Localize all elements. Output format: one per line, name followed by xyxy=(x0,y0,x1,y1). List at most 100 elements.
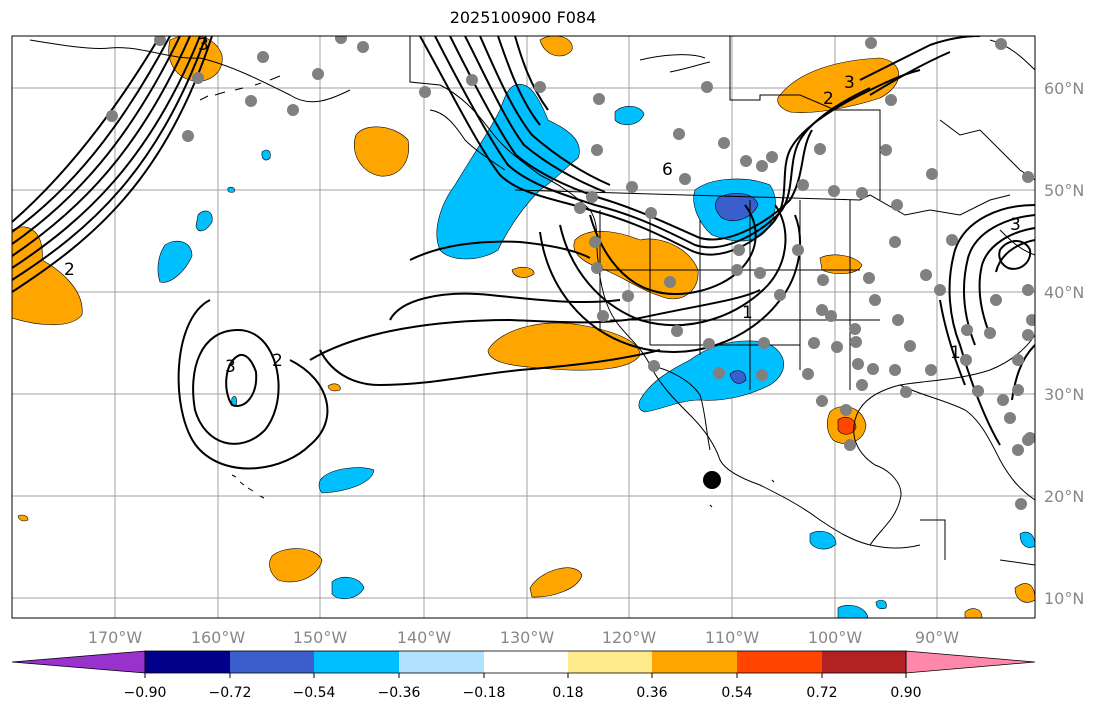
station-dot xyxy=(984,327,996,339)
positive-anomaly xyxy=(12,226,83,326)
station-dot xyxy=(946,234,958,246)
station-dot xyxy=(713,367,725,379)
station-markers xyxy=(106,36,1035,510)
colorbar-segment xyxy=(568,651,652,673)
positive-anomaly xyxy=(539,36,573,57)
colorbar-tick-label: −0.36 xyxy=(378,685,421,701)
latitude-label: 60°N xyxy=(1044,79,1084,98)
station-dot xyxy=(1022,284,1034,296)
station-dot xyxy=(645,207,657,219)
contour-labels: 3 2 3 2 2 1 6 3 1 3 xyxy=(64,35,1021,377)
latitude-label: 50°N xyxy=(1044,181,1084,200)
negative-anomaly xyxy=(157,240,193,283)
colorbar-segment xyxy=(230,651,314,673)
station-dot xyxy=(850,336,862,348)
station-dot xyxy=(891,199,903,211)
station-dot xyxy=(814,143,826,155)
positive-anomaly xyxy=(529,567,583,598)
station-dot xyxy=(1012,444,1024,456)
station-dot xyxy=(154,36,166,46)
station-dot xyxy=(869,294,881,306)
colorbar-tick-label: −0.54 xyxy=(293,685,336,701)
station-dot xyxy=(287,104,299,116)
station-dot xyxy=(816,395,828,407)
longitude-label: 160°W xyxy=(191,628,246,647)
station-dot xyxy=(880,144,892,156)
station-dot xyxy=(703,338,715,350)
negative-anomaly xyxy=(195,210,213,232)
station-dot xyxy=(849,323,861,335)
colorbar-segment xyxy=(399,651,484,673)
colorbar-tick-label: 0.36 xyxy=(636,685,667,701)
station-dot xyxy=(1022,329,1034,341)
negative-anomaly xyxy=(638,340,785,413)
station-dot xyxy=(1022,434,1034,446)
negative-anomaly xyxy=(227,186,235,193)
station-dot xyxy=(597,310,609,322)
positive-anomaly xyxy=(1014,583,1035,603)
positive-anomaly xyxy=(964,608,983,618)
latitude-label: 30°N xyxy=(1044,385,1084,404)
station-dot xyxy=(961,324,973,336)
station-dot xyxy=(1015,498,1027,510)
station-dot xyxy=(1022,171,1034,183)
strong-negative-anomaly xyxy=(715,192,759,222)
colorbar-segment xyxy=(484,651,568,673)
contour-label: 3 xyxy=(844,73,855,93)
positive-anomaly xyxy=(777,57,899,113)
station-dot xyxy=(840,404,852,416)
negative-anomaly xyxy=(331,576,365,600)
contour-label: 3 xyxy=(225,357,236,377)
station-dot xyxy=(867,363,879,375)
positive-anomaly xyxy=(354,126,410,177)
station-dot xyxy=(622,290,634,302)
station-dot xyxy=(844,439,856,451)
station-dot xyxy=(934,284,946,296)
station-dot xyxy=(972,385,984,397)
station-dot xyxy=(802,368,814,380)
station-dot xyxy=(648,360,660,372)
station-dot xyxy=(889,364,901,376)
contour-label: 3 xyxy=(198,35,209,55)
negative-anomaly xyxy=(1019,531,1035,548)
station-dot xyxy=(257,51,269,63)
station-dot xyxy=(671,325,683,337)
negative-anomaly xyxy=(837,605,869,618)
station-dot xyxy=(816,304,828,316)
colorbar-segment xyxy=(652,651,737,673)
colorbar-extend-min xyxy=(11,650,146,674)
colorbar-tick-label: −0.18 xyxy=(463,685,506,701)
station-dot xyxy=(885,94,897,106)
station-dot xyxy=(997,394,1009,406)
contour-label: 2 xyxy=(823,89,834,109)
station-dot xyxy=(673,128,685,140)
station-dot xyxy=(1012,354,1024,366)
colorbar-tick-label: 0.90 xyxy=(890,685,921,701)
contour-label: 2 xyxy=(272,351,283,371)
station-dot xyxy=(995,38,1007,50)
station-dot xyxy=(718,137,730,149)
colorbar-tick-label: −0.72 xyxy=(209,685,252,701)
station-dot xyxy=(925,364,937,376)
colorbar-tick-label: 0.18 xyxy=(552,685,583,701)
station-dot xyxy=(1026,314,1035,326)
station-dot xyxy=(926,168,938,180)
latitude-label: 20°N xyxy=(1044,487,1084,506)
colorbar-extend-max xyxy=(905,650,1036,674)
positive-anomaly xyxy=(17,514,29,522)
station-dot xyxy=(758,337,770,349)
station-dot xyxy=(892,314,904,326)
station-dot xyxy=(591,144,603,156)
highlight-marker xyxy=(703,471,721,489)
longitude-label: 90°W xyxy=(915,628,959,647)
station-dot xyxy=(792,244,804,256)
station-dot xyxy=(679,173,691,185)
station-dot xyxy=(766,151,778,163)
colorbar-segment xyxy=(737,651,822,673)
colorbar: −0.90 −0.72 −0.54 −0.36 −0.18 0.18 0.36 0.54 0.7… xyxy=(11,650,1036,701)
negative-anomaly xyxy=(318,467,375,494)
station-dot xyxy=(733,244,745,256)
station-dot xyxy=(335,36,347,44)
strong-positive-anomaly xyxy=(837,416,857,435)
station-dot xyxy=(774,289,786,301)
